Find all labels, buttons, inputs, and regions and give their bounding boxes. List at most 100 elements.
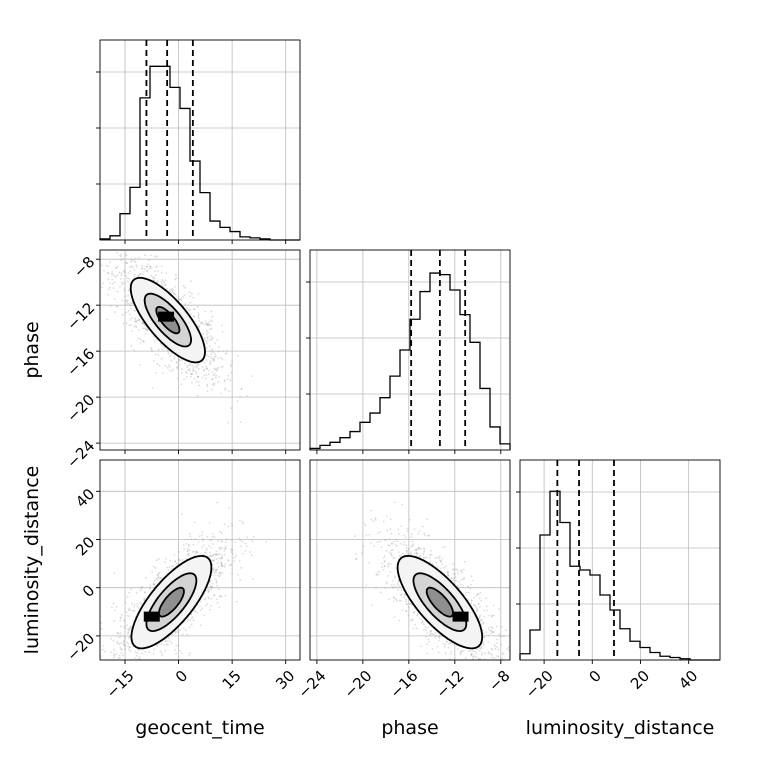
scatter-point — [150, 348, 153, 351]
scatter-point — [391, 579, 394, 582]
scatter-point — [100, 627, 103, 630]
scatter-point — [192, 550, 195, 553]
scatter-point — [134, 261, 137, 263]
scatter-point — [493, 631, 495, 634]
scatter-point — [148, 267, 151, 270]
scatter-point — [207, 355, 210, 358]
scatter-point — [187, 545, 190, 548]
scatter-point — [412, 543, 414, 546]
scatter-point — [399, 542, 402, 545]
scatter-point — [156, 578, 159, 581]
scatter-point — [119, 616, 122, 619]
scatter-point — [476, 673, 478, 675]
scatter-point — [118, 667, 120, 669]
scatter-point — [194, 538, 197, 540]
scatter-point — [397, 581, 399, 584]
scatter-point — [122, 322, 125, 325]
scatter-point — [134, 257, 137, 260]
scatter-point — [410, 536, 413, 538]
scatter-point — [223, 553, 226, 556]
scatter-point — [209, 585, 212, 588]
scatter-panel-phase-vs-luminosity-distance — [309, 459, 519, 734]
scatter-point — [135, 320, 138, 322]
scatter-point — [196, 394, 199, 397]
scatter-point — [164, 364, 167, 367]
scatter-point — [145, 329, 148, 331]
scatter-point — [127, 280, 129, 283]
scatter-point — [120, 259, 122, 262]
x-tick-label-luminosity-distance: 40 — [675, 667, 701, 693]
scatter-point — [402, 543, 405, 546]
scatter-point — [470, 652, 473, 655]
scatter-point — [422, 552, 425, 555]
scatter-point — [128, 635, 131, 637]
scatter-point — [219, 548, 222, 551]
frame-geocent-time — [99, 39, 301, 241]
scatter-point — [465, 591, 467, 594]
scatter-point — [211, 378, 214, 381]
scatter-point — [206, 390, 209, 392]
scatter-point — [498, 632, 500, 635]
scatter-point — [151, 350, 153, 352]
scatter-point — [129, 625, 132, 628]
scatter-point — [126, 262, 128, 264]
scatter-point — [485, 631, 487, 633]
scatter-point — [414, 623, 416, 626]
scatter-point — [212, 358, 215, 360]
scatter-point — [127, 294, 130, 297]
scatter-point — [373, 545, 376, 547]
scatter-point — [217, 357, 220, 359]
scatter-point — [140, 694, 142, 696]
scatter-point — [239, 421, 242, 424]
scatter-point — [469, 588, 472, 591]
scatter-point — [154, 372, 157, 374]
scatter-point — [181, 633, 184, 636]
scatter-point — [517, 732, 519, 734]
scatter-point — [197, 363, 200, 365]
scatter-point — [401, 503, 403, 506]
scatter-point — [487, 614, 490, 617]
scatter-point — [440, 567, 442, 570]
scatter-point — [412, 627, 415, 630]
scatter-point — [204, 551, 207, 554]
scatter-point — [496, 645, 499, 648]
scatter-point — [424, 557, 427, 559]
scatter-point — [135, 326, 138, 328]
scatter-point — [212, 359, 215, 361]
scatter-point — [403, 541, 406, 543]
scatter-point — [392, 549, 394, 551]
scatter-point — [197, 551, 199, 554]
scatter-point — [152, 277, 155, 279]
scatter-point — [135, 266, 138, 268]
scatter-point — [397, 583, 399, 586]
scatter-point — [107, 294, 109, 296]
scatter-point — [113, 653, 116, 656]
scatter-point — [101, 665, 103, 667]
histogram-phase — [309, 272, 511, 450]
scatter-point — [225, 352, 228, 355]
scatter-point — [205, 340, 208, 342]
scatter-point — [160, 576, 163, 579]
scatter-point — [227, 422, 229, 424]
scatter-point — [461, 650, 463, 652]
scatter-point — [150, 347, 152, 349]
scatter-point — [392, 600, 395, 602]
scatter-point — [195, 551, 198, 554]
scatter-point — [455, 579, 457, 582]
scatter-point — [156, 574, 159, 576]
scatter-point — [223, 565, 226, 568]
scatter-point — [125, 299, 128, 302]
scatter-point — [196, 376, 199, 378]
scatter-point — [166, 366, 169, 369]
scatter-point — [160, 280, 163, 283]
scatter-point — [213, 536, 216, 538]
scatter-point — [186, 364, 189, 367]
scatter-point — [218, 376, 221, 379]
scatter-point — [471, 684, 473, 686]
scatter-point — [175, 652, 178, 655]
scatter-point — [203, 361, 206, 364]
scatter-point — [426, 518, 429, 521]
scatter-point — [104, 650, 106, 653]
scatter-point — [213, 372, 216, 375]
scatter-point — [201, 531, 204, 534]
